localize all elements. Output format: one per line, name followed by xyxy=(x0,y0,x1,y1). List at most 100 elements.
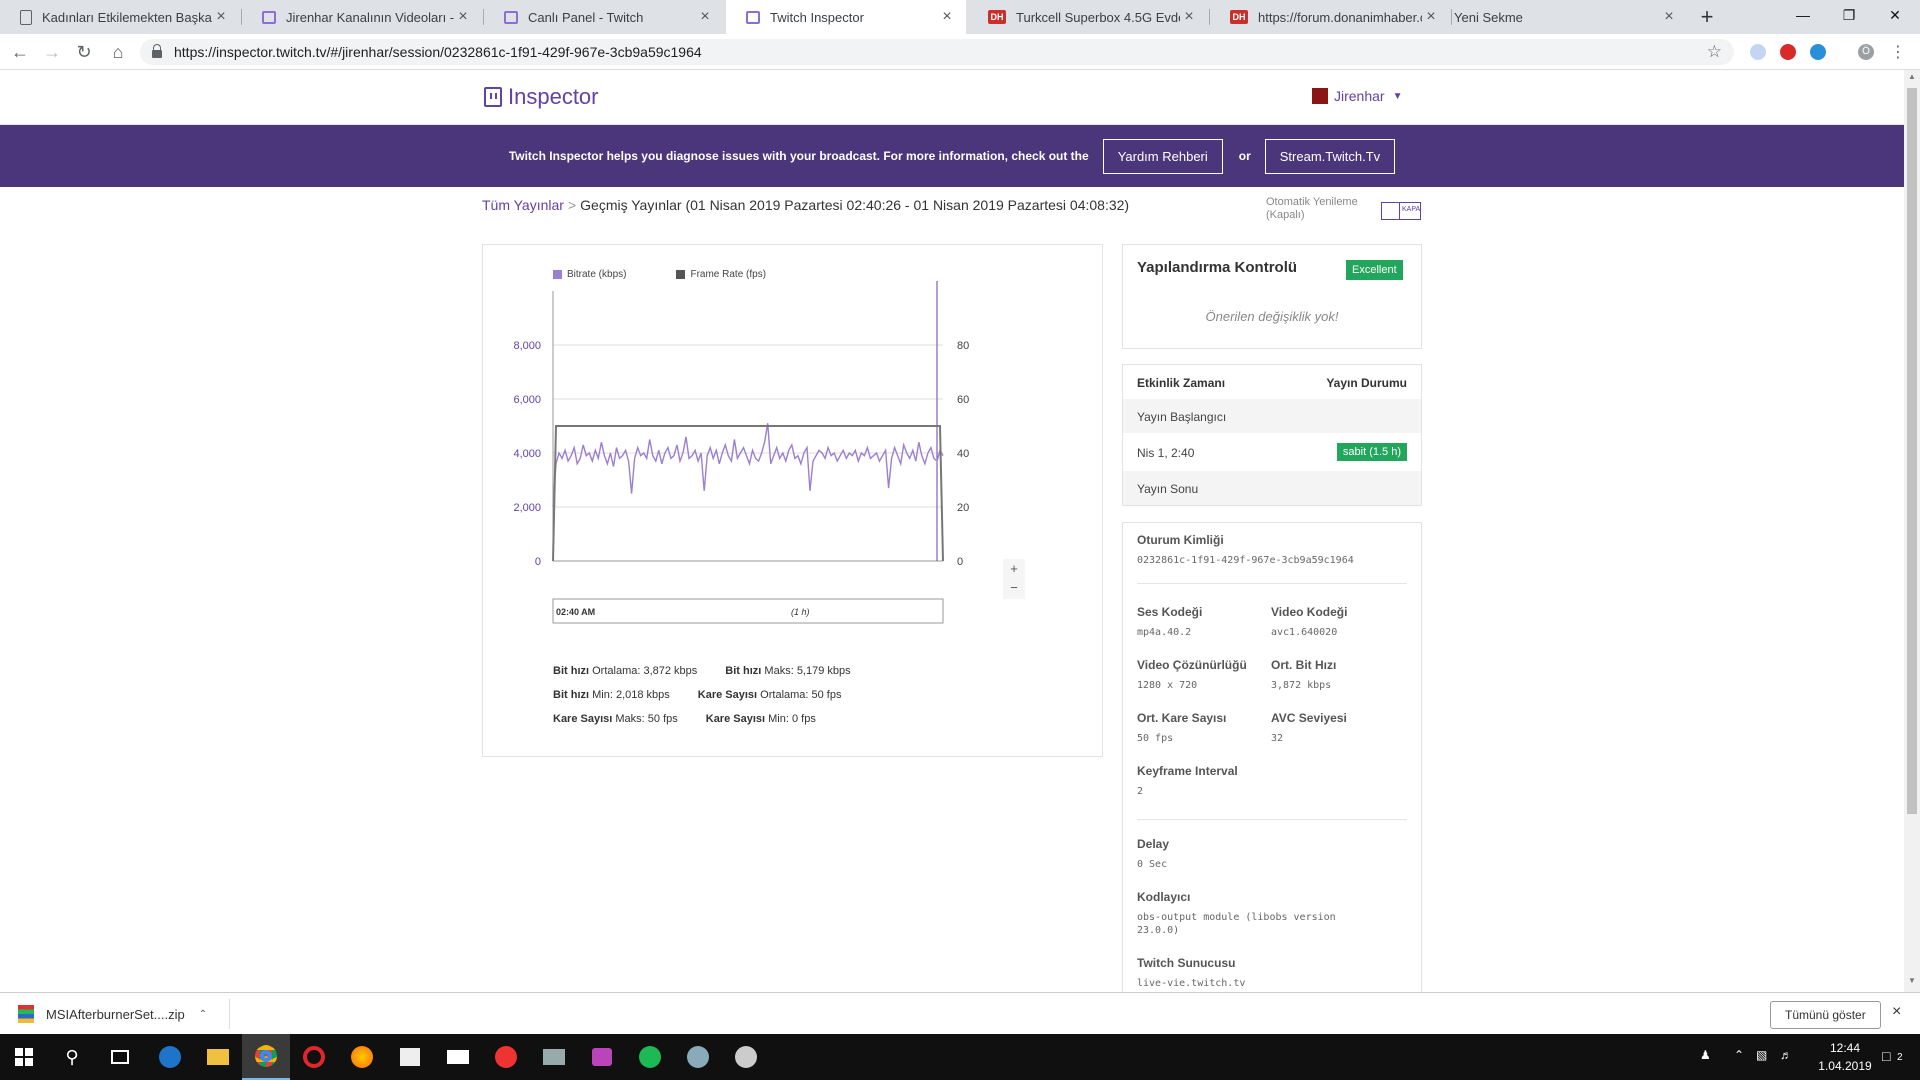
volume-icon[interactable]: ♬ xyxy=(1780,1048,1792,1062)
download-item[interactable]: MSIAfterburnerSet....zip ⌃ xyxy=(18,993,207,1035)
breadcrumb-all-streams[interactable]: Tüm Yayınlar xyxy=(482,197,564,213)
zoom-in-button[interactable]: + xyxy=(1010,561,1018,576)
address-bar[interactable]: https://inspector.twitch.tv/#/jirenhar/s… xyxy=(140,39,1734,65)
people-icon[interactable]: ♟ xyxy=(1700,1048,1711,1062)
mail-icon[interactable] xyxy=(434,1034,482,1080)
inspector-header: Inspector Jirenhar ▼ xyxy=(0,70,1904,125)
stat-key: Bit hızı xyxy=(553,689,590,701)
reload-icon[interactable]: ↻ xyxy=(76,42,92,62)
extension-icon[interactable] xyxy=(1750,44,1766,60)
chevron-up-icon[interactable]: ⌃ xyxy=(1734,1048,1745,1062)
app-icon[interactable] xyxy=(722,1034,770,1080)
field-value: avc1.640020 xyxy=(1271,627,1338,638)
scroll-down-icon[interactable]: ▼ xyxy=(1908,976,1916,985)
session-details-card: Oturum Kimliği 0232861c-1f91-429f-967e-3c… xyxy=(1122,522,1422,992)
notification-icon[interactable]: □ xyxy=(1882,1048,1891,1064)
tab-close-icon[interactable]: × xyxy=(216,8,226,25)
profile-avatar[interactable]: Ö xyxy=(1858,44,1874,60)
tab-close-icon[interactable]: × xyxy=(942,8,952,25)
extension-icon[interactable] xyxy=(1780,44,1796,60)
search-icon[interactable]: ⚲ xyxy=(65,1046,79,1067)
opera-icon[interactable] xyxy=(290,1034,338,1080)
task-view-icon[interactable] xyxy=(96,1034,144,1080)
restore-button[interactable]: ❐ xyxy=(1842,7,1856,23)
events-header: Etkinlik Zamanı Yayın Durumu xyxy=(1123,365,1421,399)
new-tab-button[interactable]: + xyxy=(1700,4,1714,29)
tab-0[interactable]: Kadınları Etkilemekten Başka İdea× xyxy=(0,0,240,34)
tab-5[interactable]: DH https://forum.donanimhaber.com× xyxy=(1210,0,1450,34)
tab-2[interactable]: Canlı Panel - Twitch × xyxy=(484,0,724,34)
firefox-icon[interactable] xyxy=(338,1034,386,1080)
edge-icon[interactable] xyxy=(146,1034,194,1080)
menu-icon[interactable]: ⋮ xyxy=(1890,44,1906,61)
store-icon[interactable] xyxy=(386,1034,434,1080)
twitch-glitch-icon xyxy=(484,87,502,107)
chevron-up-icon[interactable]: ⌃ xyxy=(198,1008,208,1020)
show-all-button[interactable]: Tümünü göster xyxy=(1770,1001,1881,1029)
toggle-knob xyxy=(1382,203,1400,219)
app-icon[interactable] xyxy=(578,1034,626,1080)
bitrate-framerate-chart[interactable]: 0 2,000 4,000 6,000 8,000 0 20 40 60 80 02:40 AM (1… xyxy=(483,281,1102,651)
events-col-time: Etkinlik Zamanı xyxy=(1137,376,1226,390)
stats-row: Bit hızı Min: 2,018 kbps Kare Sayısı Orta… xyxy=(553,683,879,707)
field-label: Kodlayıcı xyxy=(1137,890,1191,904)
notification-count: 2 xyxy=(1897,1052,1903,1063)
breadcrumb-separator: > xyxy=(567,197,577,213)
tab-4[interactable]: DH Turkcell Superbox 4.5G Evde İnte× xyxy=(968,0,1208,34)
url-text[interactable]: https://inspector.twitch.tv/#/jirenhar/s… xyxy=(174,44,702,60)
field-label: Ort. Bit Hızı xyxy=(1271,658,1337,672)
legend-item-framerate[interactable]: Frame Rate (fps) xyxy=(676,269,766,280)
config-title: Yapılandırma Kontrolü xyxy=(1137,259,1298,276)
stat-key: Bit hızı xyxy=(553,665,590,677)
app-icon[interactable] xyxy=(482,1034,530,1080)
spotify-icon[interactable] xyxy=(626,1034,674,1080)
stat-value: Ortalama: 50 fps xyxy=(760,689,842,701)
tab-3[interactable]: Twitch Inspector × xyxy=(726,0,966,34)
file-explorer-icon[interactable] xyxy=(194,1034,242,1080)
banner-text: Twitch Inspector helps you diagnose issu… xyxy=(508,149,1089,163)
inspector-logo[interactable]: Inspector xyxy=(484,84,599,110)
minimize-button[interactable]: — xyxy=(1796,7,1810,23)
scroll-thumb[interactable] xyxy=(1907,88,1917,814)
tab-close-icon[interactable]: × xyxy=(1426,8,1436,25)
framerate-series-line xyxy=(552,425,944,562)
tab-close-icon[interactable]: × xyxy=(1664,8,1674,25)
close-window-button[interactable]: ✕ xyxy=(1889,7,1901,23)
field-value: 0 Sec xyxy=(1137,859,1168,870)
legend-item-bitrate[interactable]: Bitrate (kbps) xyxy=(553,269,626,280)
network-icon[interactable]: ▧ xyxy=(1756,1048,1768,1062)
field-value: 1280 x 720 xyxy=(1137,680,1198,691)
events-card: Etkinlik Zamanı Yayın Durumu Yayın Başlan… xyxy=(1122,364,1422,506)
tab-1[interactable]: Jirenhar Kanalının Videoları - Twi× xyxy=(242,0,482,34)
home-icon[interactable]: ⌂ xyxy=(112,42,124,62)
tab-close-icon[interactable]: × xyxy=(1184,8,1194,25)
taskbar-clock[interactable]: 12:44 1.04.2019 xyxy=(1810,1039,1880,1075)
tab-6[interactable]: Yeni Sekme × xyxy=(1452,0,1688,34)
chrome-icon[interactable] xyxy=(242,1034,290,1080)
stream-twitch-button[interactable]: Stream.Twitch.Tv xyxy=(1264,138,1396,174)
field-label: Keyframe Interval xyxy=(1137,764,1238,778)
tab-close-icon[interactable]: × xyxy=(700,8,710,25)
bookmark-star-icon[interactable]: ☆ xyxy=(1706,42,1722,61)
start-button[interactable] xyxy=(0,1034,48,1080)
y-right-tick-label: 0 xyxy=(957,556,963,568)
user-menu[interactable]: Jirenhar ▼ xyxy=(1312,88,1403,104)
auto-refresh-toggle[interactable]: KAPA xyxy=(1381,202,1421,220)
clock-time: 12:44 xyxy=(1829,1041,1861,1055)
page-scrollbar[interactable]: ▲ ▼ xyxy=(1904,70,1920,992)
y-left-tick-label: 4,000 xyxy=(513,448,541,460)
download-filename: MSIAfterburnerSet....zip xyxy=(46,1006,185,1022)
close-download-bar-icon[interactable]: × xyxy=(1892,1003,1902,1020)
zoom-out-button[interactable]: − xyxy=(1010,580,1018,595)
tab-close-icon[interactable]: × xyxy=(458,8,468,25)
help-guide-button[interactable]: Yardım Rehberi xyxy=(1102,138,1223,174)
stat-key: Bit hızı xyxy=(725,665,762,677)
extension-icon[interactable] xyxy=(1810,44,1826,60)
back-icon[interactable]: ← xyxy=(11,42,29,62)
field-label: Oturum Kimliği xyxy=(1137,533,1224,547)
app-icon[interactable] xyxy=(530,1034,578,1080)
y-left-tick-label: 0 xyxy=(535,556,541,568)
app-icon[interactable] xyxy=(674,1034,722,1080)
scroll-up-icon[interactable]: ▲ xyxy=(1908,72,1916,81)
forward-icon[interactable]: → xyxy=(43,42,61,62)
